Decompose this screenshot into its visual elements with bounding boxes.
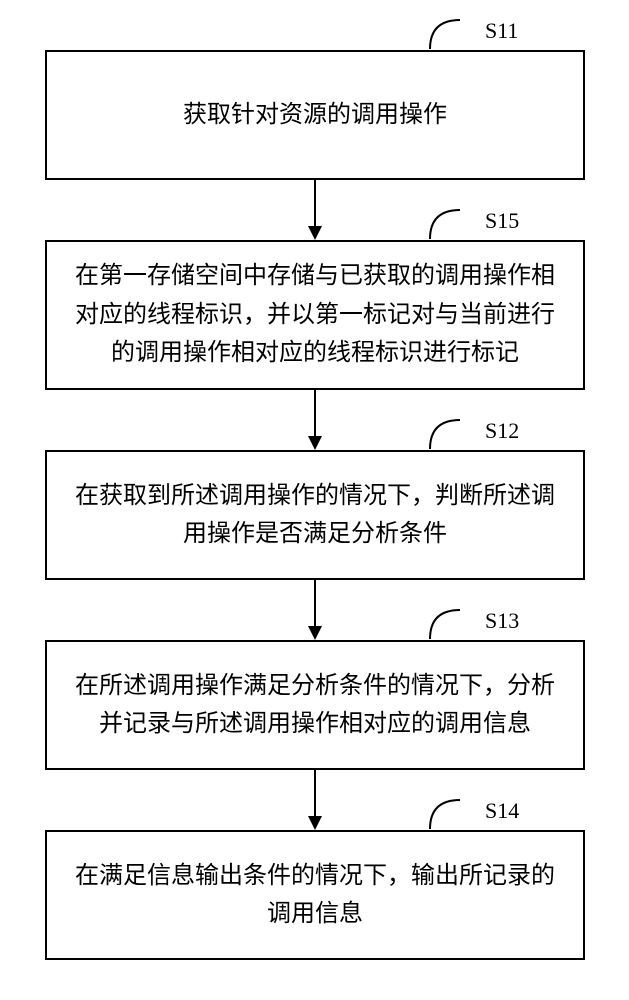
flowchart-arrow-line [314,580,316,626]
flowchart-arrow-line [314,180,316,226]
flowchart-arrow-head [308,626,322,640]
flowchart-node-n4: 在所述调用操作满足分析条件的情况下，分析并记录与所述调用操作相对应的调用信息 [45,640,585,770]
flowchart-node-n1: 获取针对资源的调用操作 [45,50,585,180]
flowchart-node-text: 获取针对资源的调用操作 [183,96,447,134]
flowchart-node-text: 在满足信息输出条件的情况下，输出所记录的调用信息 [65,857,565,934]
label-connector-S15 [428,208,492,242]
label-connector-S11 [428,18,492,52]
flowchart-arrow-head [308,226,322,240]
flowchart-arrow-line [314,770,316,816]
flowchart-node-text: 在第一存储空间中存储与已获取的调用操作相对应的线程标识，并以第一标记对与当前进行… [65,257,565,372]
flowchart-node-n3: 在获取到所述调用操作的情况下，判断所述调用操作是否满足分析条件 [45,450,585,580]
flowchart-arrow-line [314,390,316,436]
flowchart-node-n5: 在满足信息输出条件的情况下，输出所记录的调用信息 [45,830,585,960]
label-connector-S12 [428,418,492,452]
label-connector-S13 [428,608,492,642]
flowchart-node-text: 在获取到所述调用操作的情况下，判断所述调用操作是否满足分析条件 [65,477,565,554]
flowchart-arrow-head [308,436,322,450]
flowchart-node-n2: 在第一存储空间中存储与已获取的调用操作相对应的线程标识，并以第一标记对与当前进行… [45,240,585,390]
flowchart-node-text: 在所述调用操作满足分析条件的情况下，分析并记录与所述调用操作相对应的调用信息 [65,667,565,744]
label-connector-S14 [428,798,492,832]
flowchart-arrow-head [308,816,322,830]
flowchart-container: 获取针对资源的调用操作S11在第一存储空间中存储与已获取的调用操作相对应的线程标… [0,0,629,1000]
